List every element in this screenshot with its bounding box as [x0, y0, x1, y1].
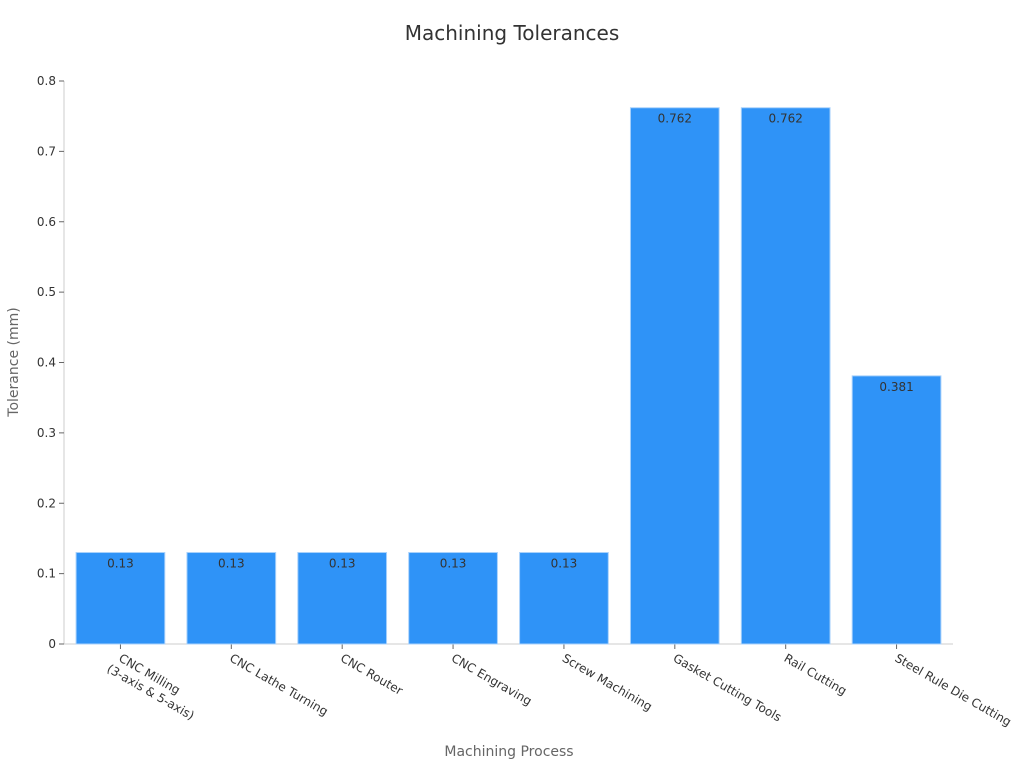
y-tick-label: 0.4 — [37, 356, 56, 370]
y-tick-label: 0.7 — [37, 144, 56, 158]
x-tick-label-line: Gasket Cutting Tools — [671, 651, 784, 724]
y-tick-label: 0.8 — [37, 74, 56, 88]
bar — [186, 552, 277, 645]
bar-value-label: 0.13 — [329, 557, 356, 571]
x-tick-label: CNC Router — [338, 651, 405, 698]
x-tick-label-line: CNC Router — [338, 651, 405, 698]
bar-value-label: 0.762 — [769, 112, 803, 126]
x-tick-label: CNC Milling(3-axis & 5-axis) — [105, 648, 205, 722]
x-tick-label: Gasket Cutting Tools — [671, 651, 784, 724]
x-tick-label: Steel Rule Die Cutting — [892, 651, 1013, 729]
x-tick-label-line: CNC Engraving — [449, 651, 534, 708]
y-tick-label: 0.2 — [37, 496, 56, 510]
x-tick-label: CNC Lathe Turning — [227, 651, 330, 719]
y-tick-label: 0.1 — [37, 567, 56, 581]
bar-value-label: 0.381 — [879, 380, 913, 394]
y-tick-label: 0.6 — [37, 215, 56, 229]
bar-value-label: 0.762 — [658, 112, 692, 126]
bar — [740, 107, 831, 645]
bar — [297, 552, 388, 645]
data-labels: 0.13 0.13 0.13 0.13 0.13 0.762 0.762 0.381 — [107, 112, 914, 571]
bar — [629, 107, 720, 645]
bar-value-label: 0.13 — [440, 557, 467, 571]
y-tick-label: 0.5 — [37, 285, 56, 299]
bar-value-label: 0.13 — [551, 557, 578, 571]
y-tick-label: 0 — [48, 637, 56, 651]
x-axis-title: Machining Process — [444, 744, 573, 760]
bar-value-label: 0.13 — [107, 557, 134, 571]
x-tick-label: Rail Cutting — [782, 651, 850, 698]
bar — [408, 552, 498, 645]
bar — [851, 375, 942, 645]
y-tick-label: 0.3 — [37, 426, 56, 440]
x-tick-label-line: Screw Machining — [560, 651, 655, 714]
bar — [519, 552, 609, 645]
y-axis-title: Tolerance (mm) — [6, 307, 22, 417]
x-tick-label-line: Steel Rule Die Cutting — [892, 651, 1013, 729]
x-tick-label-line: CNC Lathe Turning — [227, 651, 330, 719]
bar-value-label: 0.13 — [218, 557, 245, 571]
x-tick-label: Screw Machining — [560, 651, 655, 714]
chart-title: Machining Tolerances — [405, 21, 620, 45]
x-tick-label: CNC Engraving — [449, 651, 534, 708]
bar — [75, 552, 166, 645]
bar-series — [75, 107, 942, 645]
x-tick-label-line: Rail Cutting — [782, 651, 850, 698]
x-axis: CNC Milling(3-axis & 5-axis) CNC Lathe Tu… — [64, 643, 1014, 729]
y-axis: 0 0.1 0.2 0.3 0.4 0.5 0.6 0.7 0.8 — [37, 74, 65, 651]
